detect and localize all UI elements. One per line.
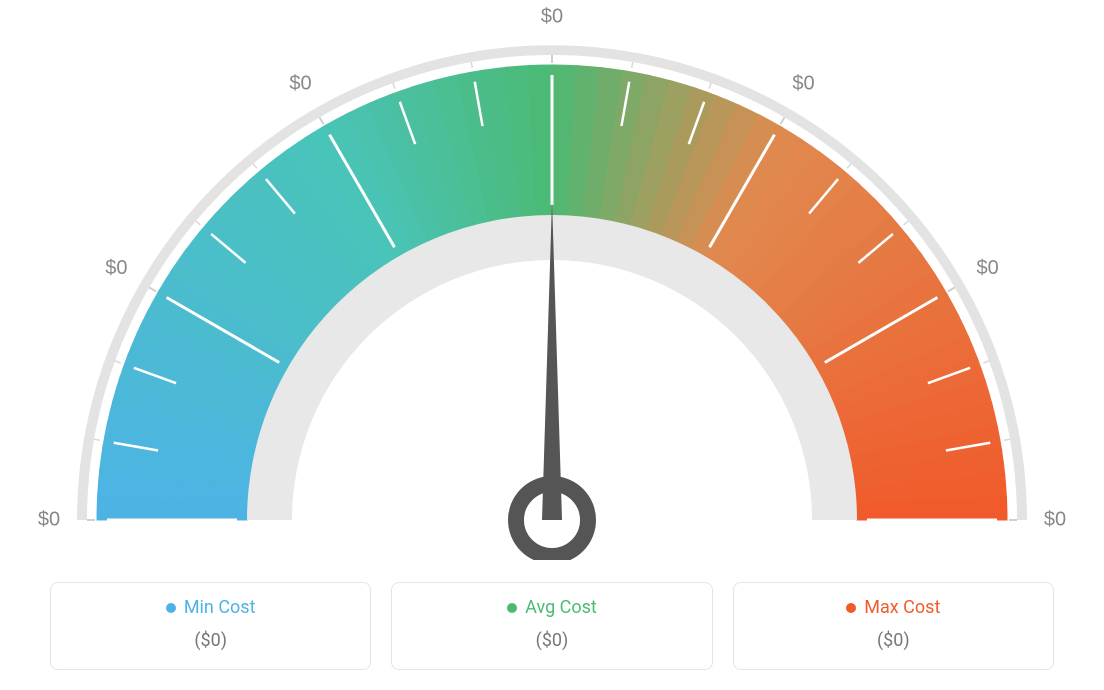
legend-label-max: Max Cost <box>864 597 940 618</box>
legend-value-min: ($0) <box>61 630 360 651</box>
legend-dot-min <box>166 603 176 613</box>
legend-row: Min Cost ($0) Avg Cost ($0) Max Cost ($0… <box>50 582 1054 670</box>
legend-card-min: Min Cost ($0) <box>50 582 371 670</box>
svg-text:$0: $0 <box>976 257 998 279</box>
legend-value-max: ($0) <box>744 630 1043 651</box>
legend-dot-avg <box>507 603 517 613</box>
legend-card-avg: Avg Cost ($0) <box>391 582 712 670</box>
gauge-svg: $0 $0 $0 $0 $0 $0 $0 <box>0 0 1104 560</box>
legend-value-avg: ($0) <box>402 630 701 651</box>
legend-dot-max <box>846 603 856 613</box>
legend-card-max: Max Cost ($0) <box>733 582 1054 670</box>
svg-text:$0: $0 <box>289 73 311 95</box>
gauge-cost-chart: $0 $0 $0 $0 $0 $0 $0 Min Cost ($0) Avg Cost ($… <box>0 0 1104 690</box>
svg-text:$0: $0 <box>1044 508 1066 530</box>
svg-text:$0: $0 <box>541 5 563 27</box>
legend-label-avg: Avg Cost <box>525 597 597 618</box>
svg-text:$0: $0 <box>38 508 60 530</box>
gauge-wrapper: $0 $0 $0 $0 $0 $0 $0 <box>0 0 1104 560</box>
legend-label-min: Min Cost <box>184 597 256 618</box>
svg-text:$0: $0 <box>792 73 814 95</box>
svg-text:$0: $0 <box>105 257 127 279</box>
